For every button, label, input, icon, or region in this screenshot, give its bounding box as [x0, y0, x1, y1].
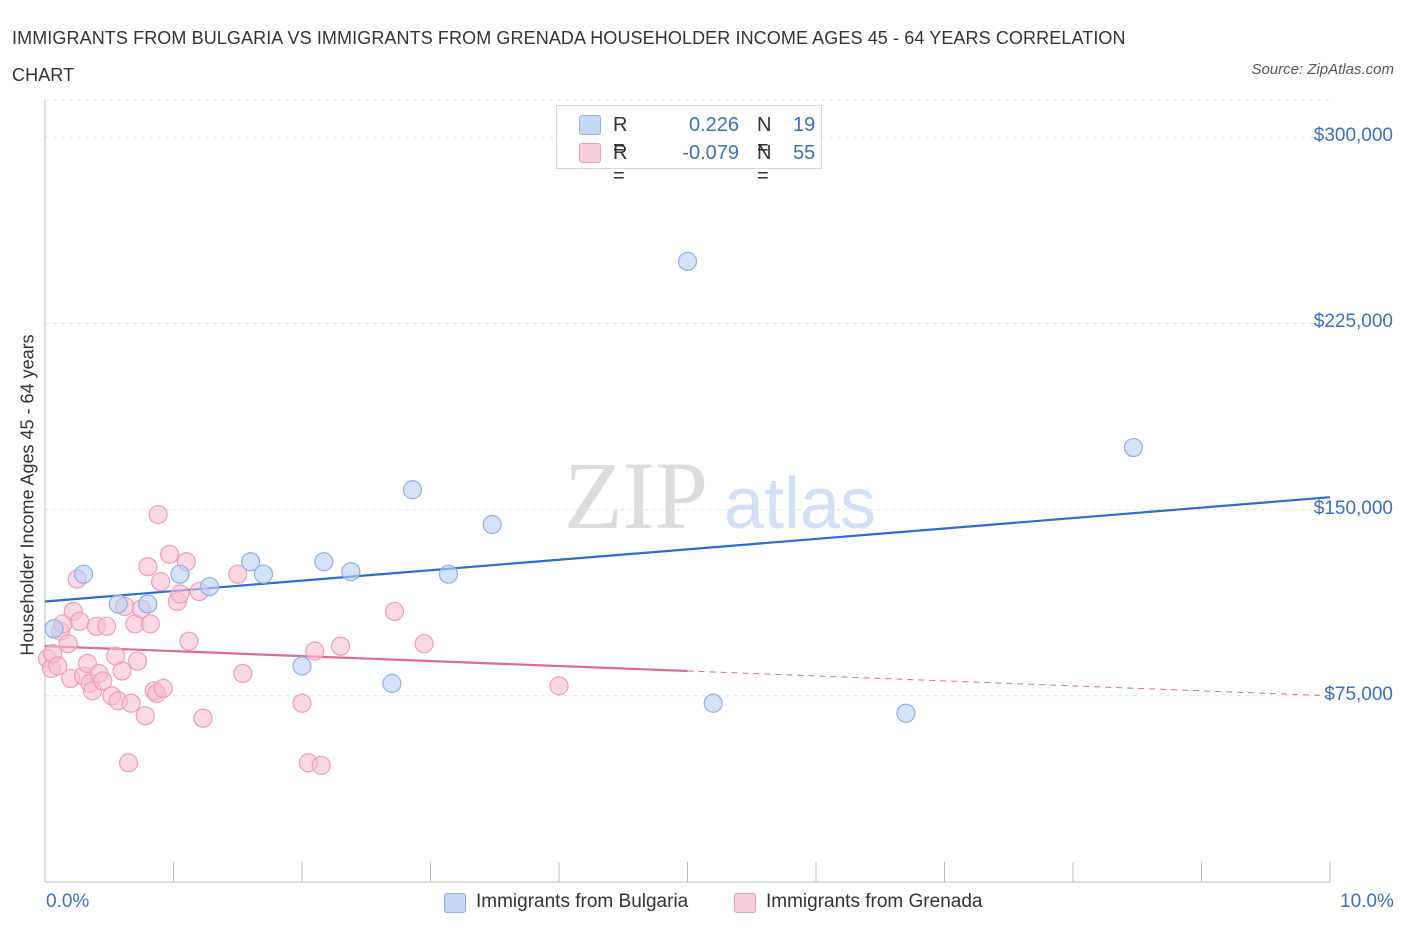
bottom-legend-swatch-bulgaria: [444, 893, 466, 913]
axes: [44, 100, 1331, 883]
trend-line-grenada: [44, 645, 688, 673]
y-tick-label: $150,000: [1313, 497, 1393, 519]
point-grenada: [193, 708, 213, 728]
data-points: [37, 251, 1143, 775]
point-grenada: [140, 614, 160, 634]
point-grenada: [228, 564, 248, 584]
point-grenada: [58, 634, 78, 654]
point-grenada: [330, 636, 351, 656]
watermark: ZIP atlas: [564, 442, 876, 549]
x-tick-label-min: 0.0%: [46, 891, 90, 912]
point-grenada: [384, 601, 405, 622]
y-axis-label: Householder Income Ages 45 - 64 years: [17, 334, 38, 656]
y-tick-label: $225,000: [1313, 311, 1393, 333]
correlation-legend: R = 0.226 N = 19 R = -0.079 N = 55: [556, 105, 822, 187]
point-bulgaria: [170, 564, 190, 584]
point-bulgaria: [44, 619, 64, 639]
bottom-legend-label-grenada: Immigrants from Grenada: [766, 891, 983, 912]
point-grenada: [93, 671, 113, 691]
point-bulgaria: [241, 552, 261, 572]
legend-r-label: R =: [613, 114, 628, 159]
legend-r-label: R =: [613, 142, 628, 187]
point-grenada: [549, 676, 569, 696]
point-grenada: [148, 504, 168, 525]
point-bulgaria: [677, 251, 698, 271]
x-tick-label-max: 10.0%: [1340, 891, 1394, 912]
watermark-zip: ZIP: [564, 442, 708, 549]
point-grenada: [112, 661, 132, 681]
point-grenada: [292, 693, 312, 713]
source-note: Source: ZipAtlas.com: [1251, 61, 1394, 78]
point-bulgaria: [314, 552, 334, 572]
point-grenada: [118, 753, 139, 773]
point-grenada: [121, 693, 141, 713]
watermark-atlas: atlas: [724, 464, 876, 544]
y-tick-label: $300,000: [1313, 125, 1393, 147]
trend-line-grenada-extrapolated: [687, 670, 1331, 697]
point-grenada: [48, 656, 68, 676]
point-bulgaria: [292, 656, 312, 676]
point-bulgaria: [73, 564, 94, 584]
point-bulgaria: [1123, 437, 1143, 458]
legend-n-value-grenada: 55: [793, 142, 816, 164]
point-bulgaria: [138, 594, 158, 614]
point-grenada: [97, 616, 117, 636]
point-bulgaria: [253, 564, 274, 584]
point-bulgaria: [382, 673, 402, 693]
point-grenada: [233, 663, 253, 684]
point-bulgaria: [703, 693, 723, 713]
legend-r-value-bulgaria: 0.226: [688, 114, 739, 136]
point-grenada: [311, 755, 331, 775]
point-bulgaria: [402, 480, 423, 500]
legend-n-value-bulgaria: 19: [793, 114, 816, 136]
point-bulgaria: [108, 594, 128, 614]
point-bulgaria: [199, 576, 220, 597]
point-grenada: [170, 584, 190, 604]
point-bulgaria: [341, 562, 361, 582]
trend-lines: [44, 496, 1331, 697]
point-bulgaria: [438, 564, 459, 584]
chart-title: IMMIGRANTS FROM BULGARIA VS IMMIGRANTS F…: [12, 28, 1126, 85]
point-grenada: [138, 557, 158, 577]
bottom-legend-label-bulgaria: Immigrants from Bulgaria: [476, 891, 689, 912]
legend-n-label: N =: [757, 114, 772, 159]
point-grenada: [160, 544, 180, 564]
grid-lines: [45, 99, 1330, 697]
point-grenada: [305, 641, 325, 661]
point-grenada: [70, 611, 90, 631]
legend-swatch-bulgaria: [579, 115, 601, 135]
point-grenada: [179, 631, 199, 651]
point-grenada: [153, 678, 173, 698]
point-grenada: [414, 634, 434, 654]
point-grenada: [151, 572, 171, 592]
point-grenada: [135, 706, 155, 726]
trend-line-bulgaria: [44, 496, 1331, 603]
legend-swatch-grenada: [579, 143, 601, 163]
legend-r-value-grenada: -0.079: [682, 142, 739, 164]
point-bulgaria: [896, 703, 916, 723]
bottom-legend-swatch-grenada: [734, 893, 756, 913]
point-bulgaria: [482, 514, 502, 535]
y-tick-label: $75,000: [1324, 683, 1393, 705]
legend-n-label: N =: [757, 142, 772, 187]
point-grenada: [127, 651, 148, 671]
